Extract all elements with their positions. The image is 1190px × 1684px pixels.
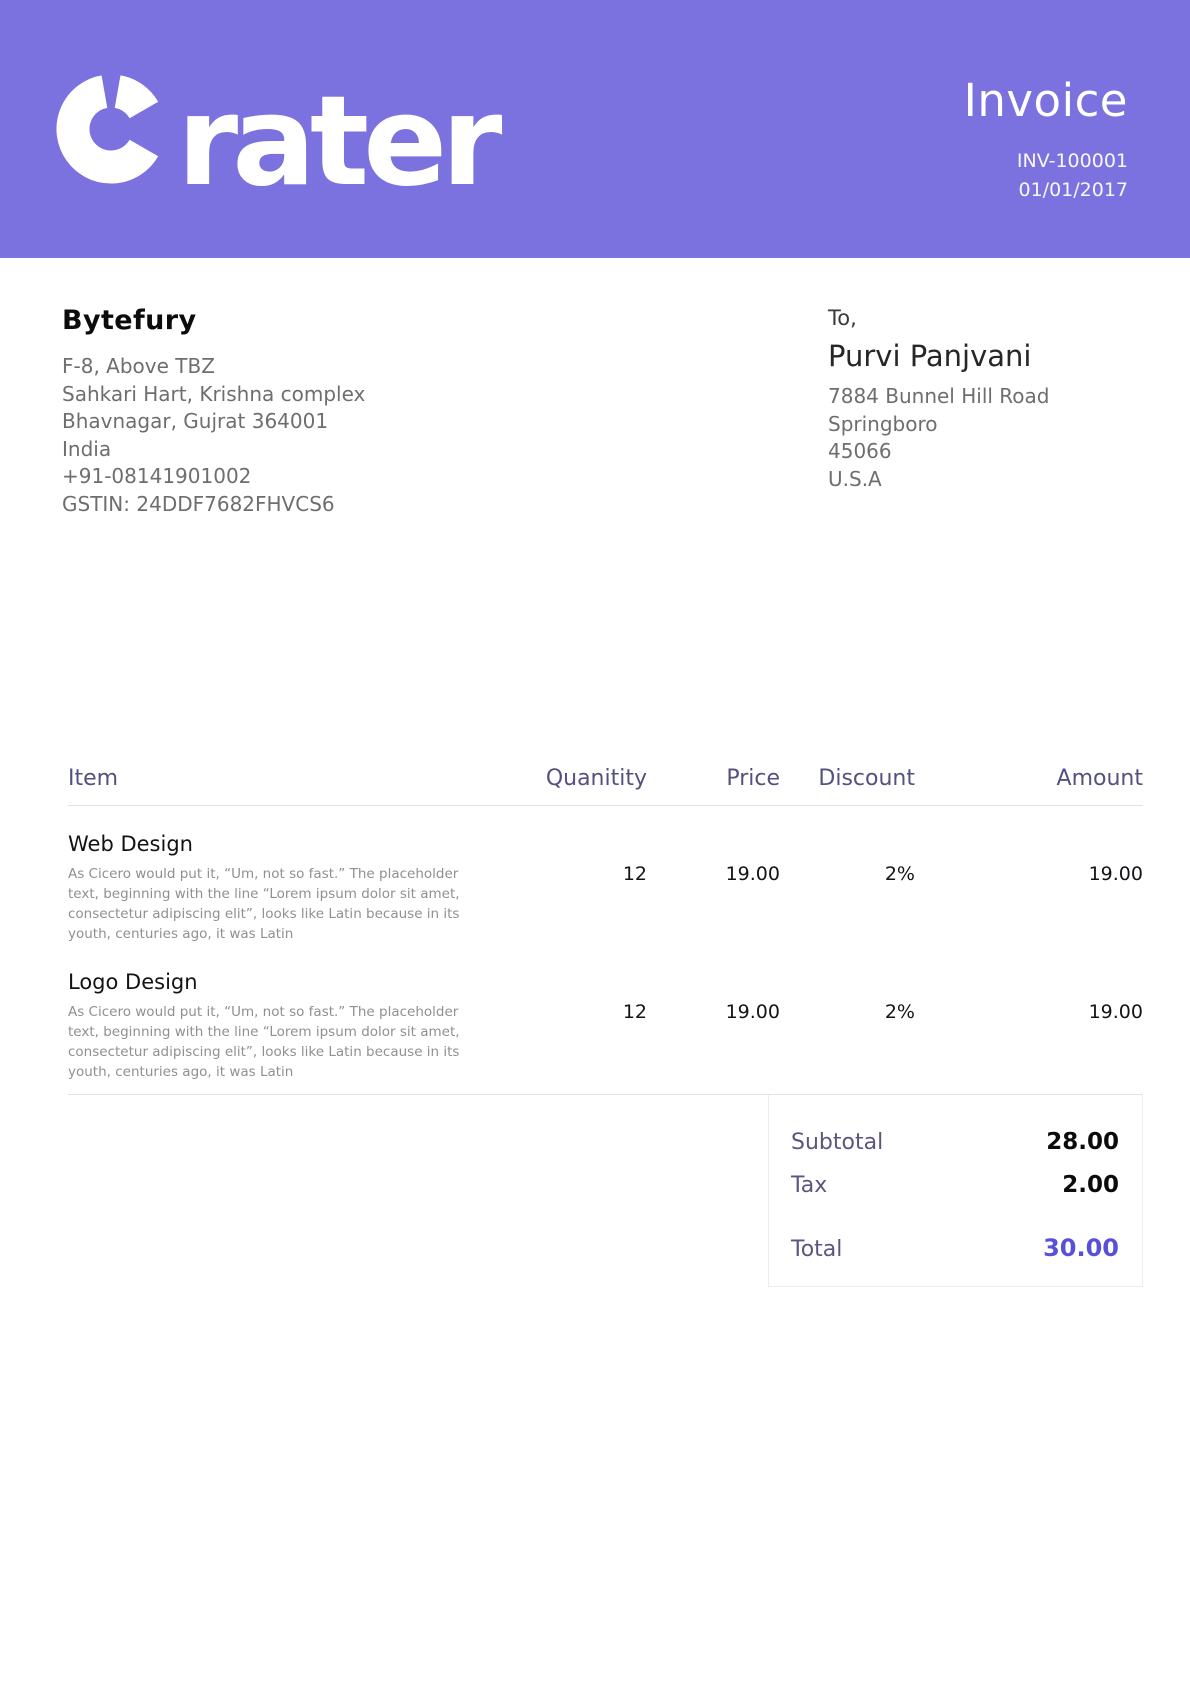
crater-logo: rater [55,70,525,214]
subtotal-value: 28.00 [1046,1129,1119,1155]
item-quantity: 12 [622,863,647,885]
company-phone: +91-08141901002 [62,464,252,488]
bill-to-address-line: Springboro [828,411,938,436]
tax-value: 2.00 [1062,1172,1119,1198]
invoice-number: INV-100001 [1016,150,1128,172]
table-row: Logo Design As Cicero would put it, “Um,… [68,970,1143,1082]
total-row: Total 30.00 [791,1234,1119,1262]
company-address-line: India [62,436,112,461]
item-name: Web Design [68,832,193,856]
bill-to-block: To, Purvi Panjvani 7884 Bunnel Hill Road… [828,306,1128,493]
item-name: Logo Design [68,970,198,994]
bill-to-name: Purvi Panjvani [828,339,1032,373]
bill-to-address: 7884 Bunnel Hill Road Springboro 45066 U… [828,383,1128,493]
tax-label: Tax [791,1173,828,1198]
item-price: 19.00 [725,1001,780,1023]
item-cell: Logo Design As Cicero would put it, “Um,… [68,970,508,1082]
summary-box: Subtotal 28.00 Tax 2.00 Total 30.00 [768,1095,1143,1287]
subtotal-label: Subtotal [791,1130,884,1155]
item-description: As Cicero would put it, “Um, not so fast… [68,866,460,942]
table-body-spacer [68,1082,1143,1094]
bill-to-address-line: 45066 [828,439,892,463]
item-discount: 2% [884,1001,915,1023]
address-section: Bytefury F-8, Above TBZ Sahkari Hart, Kr… [0,258,1190,518]
invoice-meta: Invoice INV-100001 01/01/2017 [964,78,1128,205]
item-price: 19.00 [725,863,780,885]
item-discount: 2% [884,863,915,885]
item-amount: 19.00 [1088,863,1143,885]
column-header-quantity: Quanitity [545,766,647,791]
invoice-title: Invoice [963,74,1128,127]
items-table-header: Item Quanitity Price Discount Amount [68,766,1143,806]
column-header-amount: Amount [1056,766,1143,791]
invoice-date: 01/01/2017 [1018,179,1128,201]
logo-c-mark-icon [56,75,159,184]
company-address-line: F-8, Above TBZ [62,354,215,378]
company-address: F-8, Above TBZ Sahkari Hart, Krishna com… [62,353,365,518]
crater-logo-icon: rater [56,70,508,214]
summary-strip: Subtotal 28.00 Tax 2.00 Total 30.00 [68,1094,1143,1287]
logo-wordmark-text: rater [177,74,502,186]
column-header-item: Item [68,766,119,791]
bill-to-label: To, [828,306,857,330]
item-cell: Web Design As Cicero would put it, “Um, … [68,832,508,944]
total-label: Total [791,1237,843,1262]
tax-row: Tax 2.00 [791,1172,1119,1198]
total-value: 30.00 [1043,1234,1119,1262]
bill-to-address-line: 7884 Bunnel Hill Road [828,384,1050,408]
company-block: Bytefury F-8, Above TBZ Sahkari Hart, Kr… [62,306,365,518]
company-address-line: Sahkari Hart, Krishna complex [62,381,366,406]
item-amount: 19.00 [1088,1001,1143,1023]
subtotal-row: Subtotal 28.00 [791,1129,1119,1155]
bill-to-address-line: U.S.A [828,466,882,491]
company-name: Bytefury [62,305,197,336]
invoice-header: rater Invoice INV-100001 01/01/2017 [0,0,1190,258]
column-header-discount: Discount [818,766,915,791]
column-header-price: Price [726,766,780,791]
table-row: Web Design As Cicero would put it, “Um, … [68,832,1143,944]
items-table: Item Quanitity Price Discount Amount Web… [68,766,1143,1287]
company-address-line: Bhavnagar, Gujrat 364001 [62,409,329,433]
item-description: As Cicero would put it, “Um, not so fast… [68,1004,460,1080]
item-quantity: 12 [622,1001,647,1023]
company-gstin: GSTIN: 24DDF7682FHVCS6 [62,491,335,516]
